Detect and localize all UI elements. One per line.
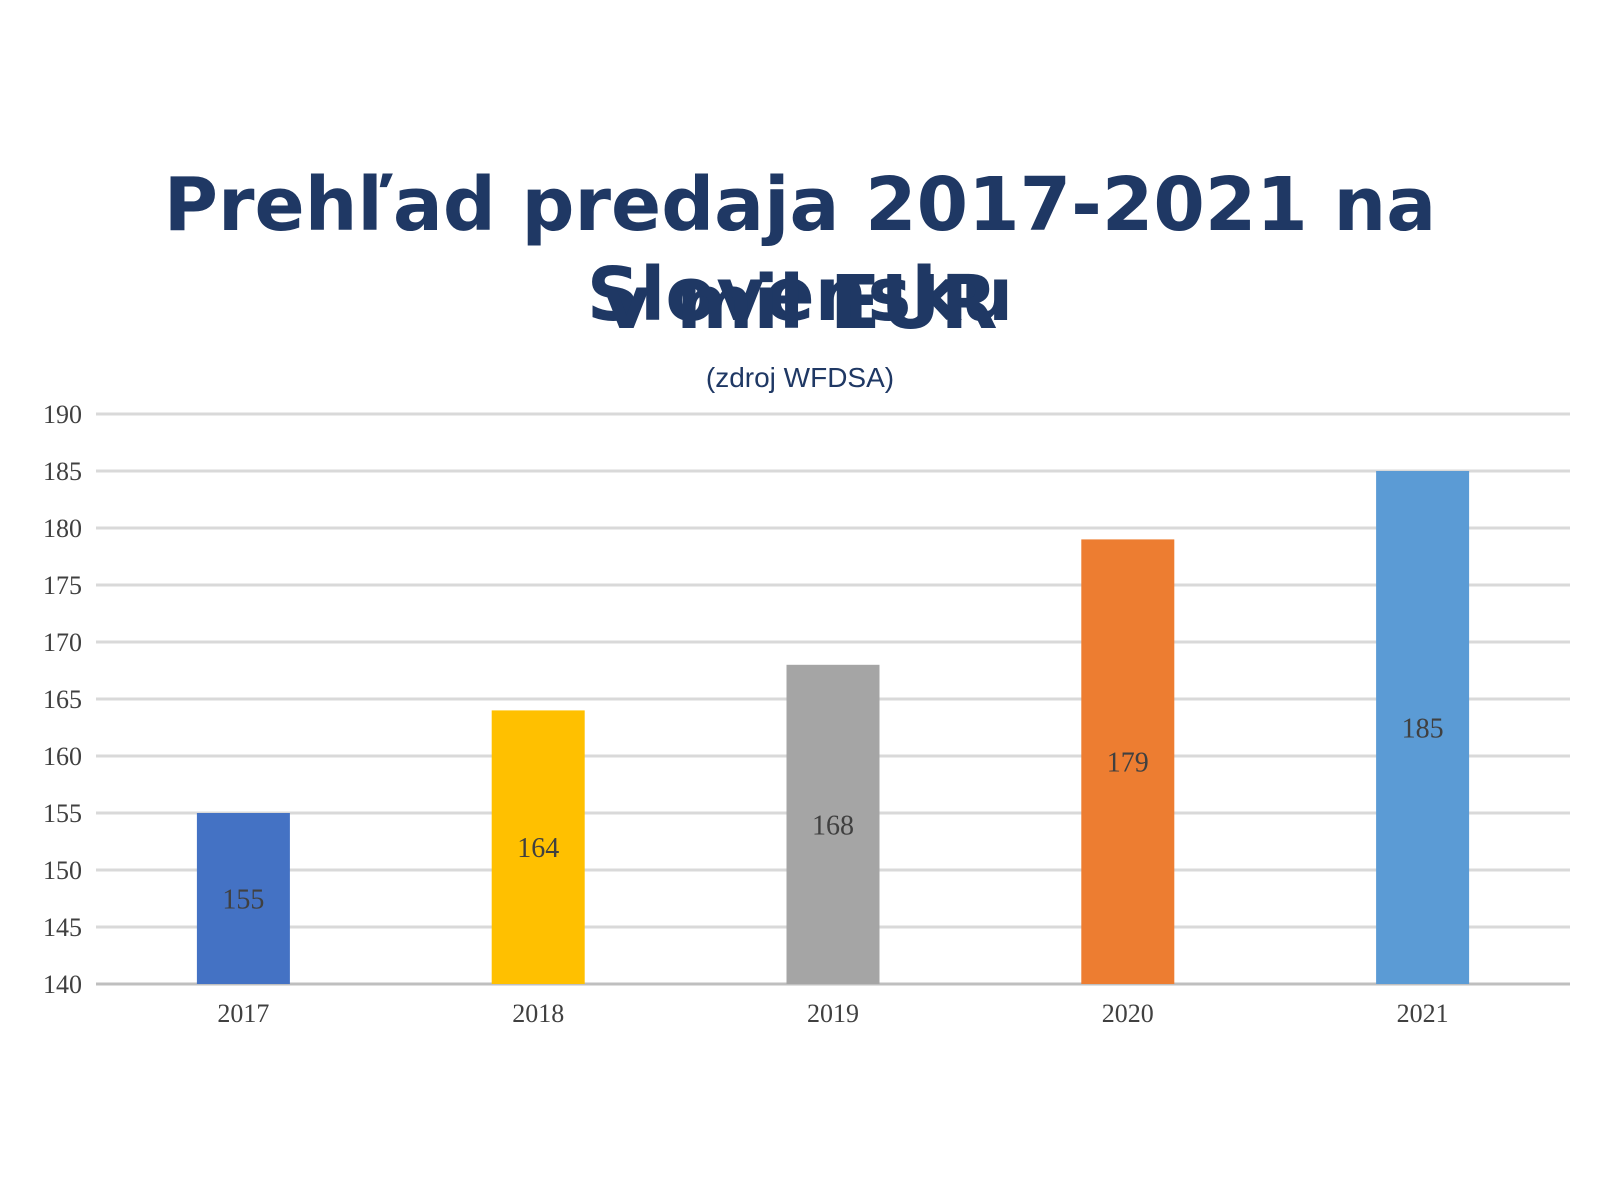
chart-title-line2: v mil EUR [602,260,998,346]
bar-2019 [786,664,880,984]
data-label: 185 [1402,714,1444,745]
x-tick-label: 2017 [217,999,269,1028]
bar-2020 [1081,539,1175,984]
chart-subtitle: (zdroj WFDSA) [705,362,895,393]
bar-2018 [491,710,585,984]
x-tick-label: 2019 [807,999,859,1028]
data-label: 179 [1107,748,1149,779]
y-tick-label: 165 [43,685,82,714]
y-tick-label: 150 [43,856,82,885]
y-tick-label: 185 [43,457,82,486]
y-tick-label: 190 [43,400,82,429]
y-tick-label: 155 [43,799,82,828]
bar-2017 [196,813,290,984]
data-label: 168 [812,810,854,841]
y-tick-label: 170 [43,628,82,657]
y-tick-label: 140 [43,970,82,999]
chart-title-line1: Prehľad predaja 2017-2021 na Slovensku [163,162,1437,338]
y-tick-label: 180 [43,514,82,543]
x-tick-label: 2020 [1102,999,1154,1028]
bar-2021 [1376,471,1470,984]
data-label: 164 [517,833,559,864]
y-tick-label: 175 [43,571,82,600]
y-tick-label: 160 [43,742,82,771]
x-tick-label: 2021 [1397,999,1449,1028]
data-label: 155 [222,885,264,916]
x-tick-label: 2018 [512,999,564,1028]
y-tick-label: 145 [43,913,82,942]
